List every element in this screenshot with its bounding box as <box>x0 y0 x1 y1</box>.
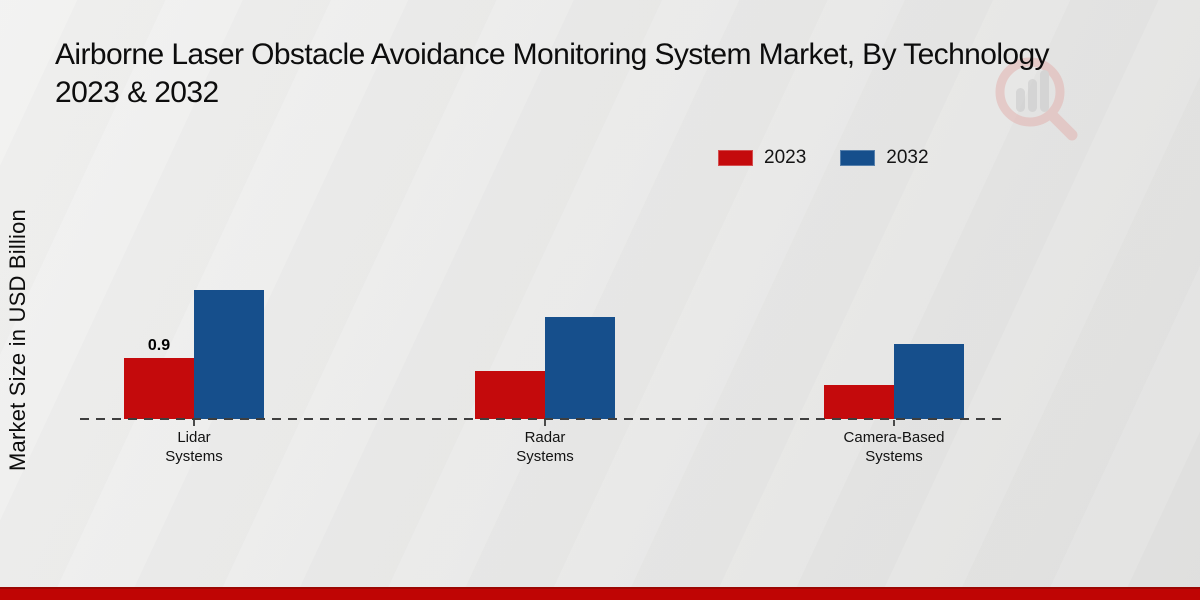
chart-title: Airborne Laser Obstacle Avoidance Monito… <box>55 36 1050 112</box>
x-axis-label-line: Systems <box>165 448 223 465</box>
x-axis-label-line: Lidar <box>177 429 211 446</box>
footer-red-band <box>0 587 1200 600</box>
x-axis-label-line: Radar <box>524 429 566 446</box>
legend-item-2023: 2023 <box>718 147 806 169</box>
bar-value-label: 0.9 <box>147 337 171 354</box>
x-axis-tick-radar <box>544 420 546 426</box>
bar-2032-radar-systems <box>545 317 615 419</box>
magnifier-bar-chart-logo-icon <box>995 57 1078 141</box>
bar-2023-lidar-systems <box>124 358 194 419</box>
chart-title-line2: 2023 & 2032 <box>55 76 219 109</box>
legend-label-2032: 2032 <box>886 147 929 168</box>
legend-swatch-2032 <box>840 150 876 166</box>
legend: 2023 2032 <box>718 147 929 169</box>
x-axis-tick-lidar <box>193 420 195 426</box>
x-axis-baseline <box>80 418 1007 420</box>
x-axis-tick-camera <box>893 420 895 426</box>
x-axis-label-line: Systems <box>865 448 923 465</box>
legend-swatch-2023 <box>718 150 753 166</box>
bar-2023-camera-based-systems <box>824 385 894 419</box>
x-axis-label-line: Systems <box>516 448 574 465</box>
x-axis-label-camera-based-systems: Camera-Based Systems <box>804 428 984 466</box>
chart-title-line1: Airborne Laser Obstacle Avoidance Monito… <box>55 38 1050 71</box>
x-axis-label-radar-systems: Radar Systems <box>455 428 635 466</box>
x-axis-label-lidar-systems: Lidar Systems <box>104 428 284 466</box>
legend-item-2032: 2032 <box>840 147 929 169</box>
x-axis-label-line: Camera-Based <box>843 429 945 446</box>
bar-2023-radar-systems <box>475 371 545 419</box>
bar-2032-camera-based-systems <box>894 344 964 419</box>
legend-label-2023: 2023 <box>764 147 807 168</box>
bar-2032-lidar-systems <box>194 290 264 419</box>
